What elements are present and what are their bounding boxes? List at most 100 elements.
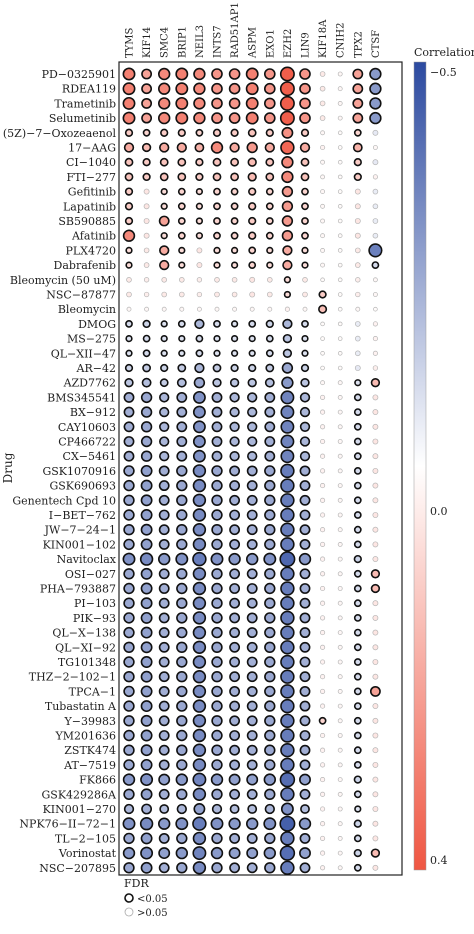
correlation-dot: [320, 336, 325, 341]
correlation-dot: [337, 747, 343, 753]
correlation-dot: [126, 306, 132, 312]
correlation-dot: [177, 187, 186, 196]
correlation-dot: [158, 67, 171, 81]
correlation-dot: [353, 731, 362, 740]
correlation-dot: [353, 614, 362, 622]
correlation-dot: [158, 97, 171, 110]
correlation-dot: [211, 744, 223, 756]
correlation-dot: [372, 776, 379, 783]
correlation-dot: [176, 377, 187, 388]
correlation-dot: [140, 641, 153, 654]
correlation-dot: [176, 671, 188, 683]
correlation-dot: [212, 172, 222, 182]
correlation-dot: [372, 438, 379, 445]
correlation-dot: [372, 761, 379, 768]
drug-label: QL−XI−92: [55, 641, 116, 654]
correlation-dot: [337, 336, 343, 341]
correlation-dot: [283, 276, 292, 284]
correlation-dot: [140, 611, 153, 624]
correlation-dot: [320, 159, 326, 165]
correlation-dot: [176, 612, 188, 624]
correlation-dot: [140, 582, 153, 595]
correlation-dot: [264, 142, 275, 153]
drug-label: NSC−87877: [46, 289, 116, 302]
correlation-dot: [337, 174, 343, 180]
correlation-dot: [213, 261, 221, 269]
drug-label: 17−AAG: [68, 142, 116, 155]
correlation-dot: [352, 68, 364, 80]
correlation-dot: [158, 597, 170, 609]
correlation-dot: [264, 436, 276, 447]
correlation-dot: [229, 421, 240, 432]
drug-label: PLX4720: [65, 244, 116, 257]
correlation-dot: [123, 494, 135, 506]
correlation-dot: [279, 95, 295, 111]
correlation-dot: [228, 773, 241, 786]
fdr-nonsignificant-marker: [124, 907, 134, 917]
correlation-dot: [158, 817, 171, 830]
correlation-dot: [372, 614, 379, 621]
correlation-dot: [337, 703, 343, 709]
correlation-dot: [337, 100, 343, 106]
correlation-dot: [229, 685, 241, 697]
correlation-dot: [320, 497, 326, 503]
correlation-dot: [161, 291, 167, 298]
correlation-dot: [177, 202, 186, 211]
correlation-dot: [158, 509, 170, 521]
drug-label: Afatinib: [71, 230, 116, 243]
correlation-dot: [279, 81, 295, 97]
correlation-dot: [299, 436, 311, 447]
correlation-dot: [158, 671, 170, 683]
correlation-dot: [229, 759, 241, 771]
correlation-dot: [158, 847, 171, 860]
correlation-dot: [140, 597, 153, 610]
legend-tick-mid: 0.0: [430, 505, 448, 518]
correlation-dot: [265, 172, 275, 182]
correlation-dot: [281, 185, 294, 198]
correlation-dot: [176, 862, 188, 874]
correlation-dot: [158, 111, 171, 125]
correlation-dot: [355, 321, 361, 327]
correlation-dot: [211, 729, 223, 742]
correlation-dot: [264, 641, 276, 653]
correlation-dot: [246, 627, 258, 639]
correlation-dot: [230, 202, 239, 211]
correlation-dot: [123, 597, 135, 609]
correlation-dot: [352, 97, 364, 109]
correlation-dot: [140, 656, 153, 668]
correlation-dot: [158, 82, 171, 95]
correlation-dot: [299, 451, 311, 462]
correlation-dot: [124, 128, 134, 137]
correlation-dot: [265, 128, 274, 137]
drug-label: TL−2−105: [55, 832, 116, 845]
correlation-dot: [176, 450, 188, 462]
correlation-dot: [280, 698, 295, 714]
correlation-dot: [320, 424, 326, 430]
correlation-dot: [122, 552, 136, 566]
correlation-dot: [125, 320, 133, 328]
correlation-dot: [300, 128, 310, 137]
correlation-dot: [142, 319, 151, 329]
correlation-dot: [211, 406, 223, 418]
correlation-dot: [302, 291, 308, 298]
correlation-dot: [263, 112, 276, 124]
correlation-dot: [282, 318, 293, 330]
gene-label: TPX2: [353, 31, 364, 58]
correlation-dot: [264, 759, 276, 771]
gene-label: RAD51AP1: [230, 2, 241, 58]
correlation-dot: [265, 231, 274, 240]
correlation-dot: [140, 685, 153, 698]
correlation-dot: [229, 612, 241, 624]
correlation-dot: [230, 320, 239, 328]
correlation-dot: [280, 669, 295, 684]
correlation-dot: [140, 479, 153, 492]
correlation-dot: [195, 349, 204, 358]
correlation-dot: [280, 802, 294, 816]
correlation-dot: [143, 232, 150, 239]
correlation-dot: [337, 835, 343, 841]
correlation-dot: [301, 334, 309, 343]
correlation-dot: [264, 744, 276, 756]
drug-label: (5Z)−7−Oxozeaenol: [3, 127, 117, 140]
correlation-dot: [353, 467, 362, 475]
correlation-dot: [372, 791, 379, 798]
